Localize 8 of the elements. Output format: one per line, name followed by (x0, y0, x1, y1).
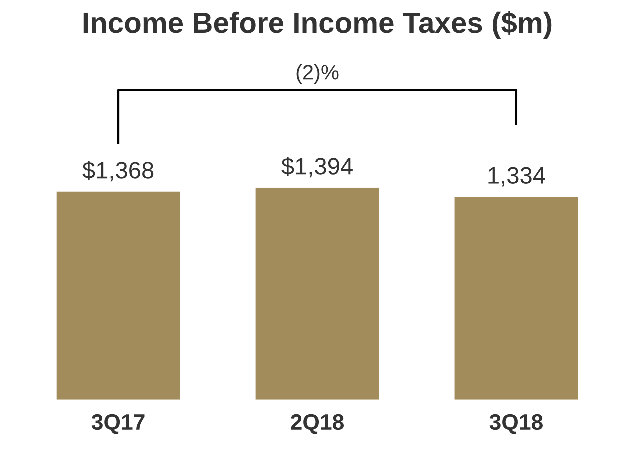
x-tick-label: 3Q18 (490, 414, 543, 434)
x-tick-label: 3Q17 (92, 414, 145, 434)
x-tick-label: 2Q18 (291, 414, 344, 434)
data-label: $1,368 (82, 161, 154, 182)
data-label: 1,334 (488, 167, 546, 187)
text: (2)% (296, 64, 339, 84)
data-label: $1,394 (282, 157, 353, 178)
chart-title: Income Before Income Taxes ($m) (84, 11, 552, 40)
